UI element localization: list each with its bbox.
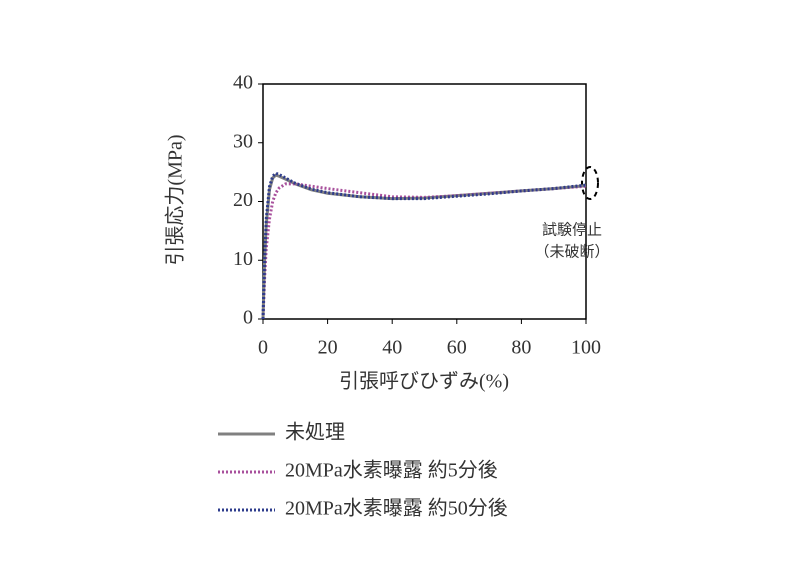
legend-label: 20MPa水素曝露 約5分後 [285, 459, 498, 482]
plot-frame [262, 83, 587, 320]
y-tick-label: 20 [233, 189, 253, 211]
x-tick-label: 60 [447, 337, 467, 359]
x-tick-label: 0 [258, 337, 268, 359]
annotation: 試験停止 [542, 221, 602, 239]
x-tick-label: 20 [318, 337, 338, 359]
y-tick-label: 30 [233, 130, 253, 152]
legend-label: 20MPa水素曝露 約50分後 [285, 497, 508, 520]
y-tick-label: 10 [233, 248, 253, 270]
y-tick-label: 0 [243, 307, 253, 329]
stop-marker [581, 166, 599, 200]
y-tick-label: 40 [233, 72, 253, 94]
annotation: （未破断） [534, 243, 609, 261]
y-axis-title: 引張応力(MPa) [164, 134, 187, 265]
x-tick-label: 100 [571, 337, 601, 359]
series-line [261, 171, 587, 320]
legend-label: 未処理 [285, 421, 345, 444]
x-axis-title: 引張呼びひずみ(%) [339, 370, 509, 393]
x-tick-label: 80 [511, 337, 531, 359]
x-tick-label: 40 [382, 337, 402, 359]
